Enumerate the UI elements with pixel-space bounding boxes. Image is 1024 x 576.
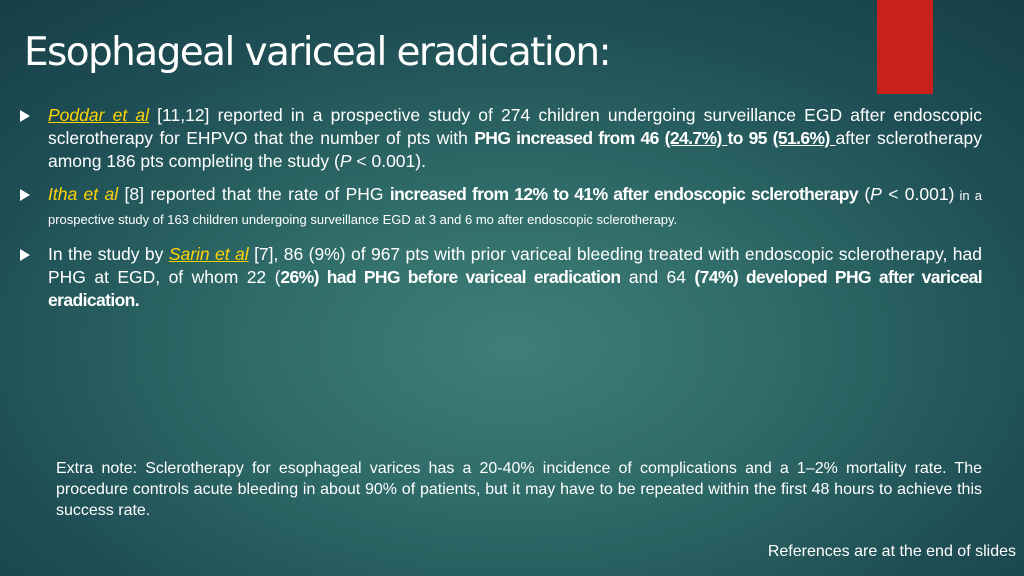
highlight-text: PHG increased from 46 [474, 128, 665, 148]
accent-bar [877, 0, 933, 94]
bullet-list: Poddar et al [11,12] reported in a prosp… [20, 104, 983, 322]
p-value-symbol: P [870, 184, 882, 204]
author-name: Poddar et al [48, 105, 149, 125]
citation-ref: [8] [124, 184, 144, 204]
bullet-text: < 0.001). [351, 151, 426, 171]
highlight-text: 26%) had PHG before variceal eradication [280, 267, 621, 287]
slide-title: Esophageal variceal eradication: [24, 30, 612, 75]
bullet-text: ( [857, 184, 871, 204]
highlight-text-underlined: (24.7%) [664, 128, 728, 148]
highlight-text: increased from 12% to 41% after endoscop… [389, 184, 859, 204]
bullet-small-text: in a prospective study of 163 children u… [48, 188, 983, 227]
author-name: Sarin et al [168, 244, 249, 264]
extra-note: Extra note: Sclerotherapy for esophageal… [56, 460, 982, 519]
highlight-text-underlined: (51.6%) [772, 128, 836, 148]
bullet-text: [7], 86 (9%) of 967 pts with prior varic… [48, 244, 982, 287]
highlight-text: to 95 [727, 128, 773, 148]
bullet-item-itha: Itha et al [8] reported that the rate of… [20, 183, 982, 231]
bullet-text: In the study by [48, 244, 169, 264]
bullet-text: < 0.001) [881, 184, 955, 204]
triangle-right-icon [20, 189, 30, 201]
highlight-text: (74%) developed PHG after variceal eradi… [48, 267, 983, 310]
bullet-text: reported in a prospective study of 274 c… [48, 105, 982, 148]
citation-ref: [11,12] [157, 105, 210, 125]
references-footer: References are at the end of slides [767, 543, 1016, 560]
p-value-symbol: P [339, 151, 352, 171]
author-name: Itha et al [48, 184, 119, 204]
triangle-right-icon [20, 249, 30, 261]
bullet-text: reported that the rate of PHG [150, 184, 390, 204]
triangle-right-icon [20, 110, 30, 122]
bullet-text: and 64 [620, 267, 695, 287]
bullet-item-poddar: Poddar et al [11,12] reported in a prosp… [20, 104, 982, 173]
bullet-text: after sclerotherapy among 186 pts comple… [48, 128, 982, 171]
bullet-item-sarin: In the study by Sarin et al [7], 86 (9%)… [20, 243, 983, 312]
